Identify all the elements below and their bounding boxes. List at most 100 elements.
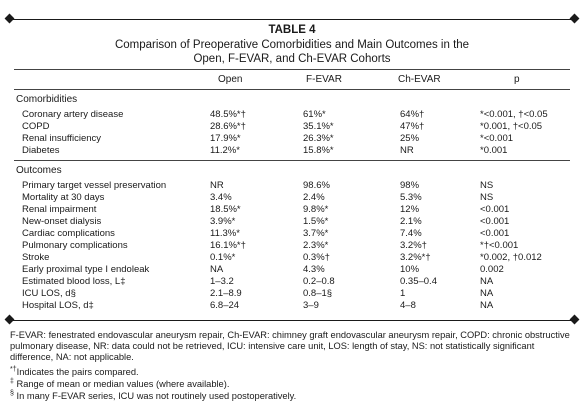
- cell-p: NA: [480, 288, 494, 299]
- cell-open: 1–3.2: [210, 276, 234, 287]
- cell-open: 17.9%*: [210, 133, 241, 144]
- cell-open: 48.5%*†: [210, 109, 246, 120]
- bottom-border: [10, 320, 574, 321]
- cell-chevar: 4–8: [400, 300, 416, 311]
- footnote-text: In many F-EVAR series, ICU was not routi…: [16, 391, 297, 402]
- cell-chevar: 12%: [400, 204, 420, 215]
- cell-open: NR: [210, 180, 224, 191]
- cell-fevar: 0.3%†: [303, 252, 330, 263]
- cell-open: 28.6%*†: [210, 121, 246, 132]
- table-caption: Comparison of Preoperative Comorbidities…: [80, 39, 504, 66]
- footnote: ‡ Range of mean or median values (where …: [10, 378, 229, 389]
- row-label: Primary target vessel preservation: [22, 180, 167, 191]
- column-header-p: p: [514, 74, 520, 85]
- cell-chevar: 0.35–0.4: [400, 276, 437, 287]
- section-heading: Outcomes: [16, 165, 62, 176]
- row-label: Renal insufficiency: [22, 133, 102, 144]
- caption-line: Open, F-EVAR, and Ch-EVAR Cohorts: [193, 52, 391, 65]
- cell-p: NA: [480, 300, 494, 311]
- top-border: [10, 19, 574, 20]
- table-row: New-onset dialysis 3.9%* 1.5%* 2.1% <0.0…: [0, 216, 584, 227]
- cell-open: 3.4%: [210, 192, 232, 203]
- section-heading: Comorbidities: [16, 94, 78, 105]
- cell-fevar: 4.3%: [303, 264, 325, 275]
- row-label: Mortality at 30 days: [22, 192, 105, 203]
- cell-chevar: 3.2%*†: [400, 252, 431, 263]
- row-label: Estimated blood loss, L‡: [22, 276, 126, 287]
- table-row: Pulmonary complications 16.1%*† 2.3%* 3.…: [0, 240, 584, 251]
- cell-p: *0.002, †0.012: [480, 252, 542, 263]
- table-row: Stroke 0.1%* 0.3%† 3.2%*† *0.002, †0.012: [0, 252, 584, 263]
- cell-chevar: 2.1%: [400, 216, 422, 227]
- table-row: Renal impairment 18.5%* 9.8%* 12% <0.001: [0, 204, 584, 215]
- footnote: *†Indicates the pairs compared.: [10, 366, 139, 377]
- cell-open: 0.1%*: [210, 252, 236, 263]
- cell-open: 11.2%*: [210, 145, 240, 156]
- row-label: Coronary artery disease: [22, 109, 124, 120]
- footnote-text: Indicates the pairs compared.: [16, 367, 139, 378]
- column-header-chevar: Ch-EVAR: [398, 74, 441, 85]
- cell-fevar: 15.8%*: [303, 145, 334, 156]
- cell-fevar: 26.3%*: [303, 133, 334, 144]
- cell-chevar: 7.4%: [400, 228, 422, 239]
- caption-line: Comparison of Preoperative Comorbidities…: [114, 39, 470, 51]
- diamond-marker-icon: [569, 13, 580, 24]
- cell-fevar: 35.1%*: [303, 121, 334, 132]
- column-header-fevar: F-EVAR: [306, 74, 342, 85]
- cell-open: 2.1–8.9: [210, 288, 242, 299]
- table-row: Estimated blood loss, L‡ 1–3.2 0.2–0.8 0…: [0, 276, 584, 287]
- cell-chevar: 1: [400, 288, 406, 299]
- section-divider: [14, 160, 570, 161]
- table-row: Primary target vessel preservation NR 98…: [0, 180, 584, 191]
- cell-p: *0.001: [480, 145, 508, 156]
- cell-fevar: 0.8–1§: [303, 288, 333, 299]
- cell-p: <0.001: [480, 204, 510, 215]
- cell-p: <0.001: [480, 216, 510, 227]
- cell-chevar: 25%: [400, 133, 420, 144]
- table-row: Coronary artery disease 48.5%*† 61%* 64%…: [0, 109, 584, 120]
- cell-p: *†<0.001: [480, 240, 519, 251]
- table-row: COPD 28.6%*† 35.1%* 47%† *0.001, †<0.05: [0, 121, 584, 132]
- diamond-marker-icon: [4, 13, 15, 24]
- header-top-rule: [14, 69, 570, 70]
- table-row: ICU LOS, d§ 2.1–8.9 0.8–1§ 1 NA: [0, 288, 584, 299]
- cell-open: 18.5%*: [210, 204, 241, 215]
- header-bottom-rule: [14, 89, 570, 90]
- cell-chevar: 5.3%: [400, 192, 422, 203]
- table-row: Diabetes 11.2%* 15.8%* NR *0.001: [0, 145, 584, 156]
- row-label: Renal impairment: [22, 204, 97, 215]
- table-row: Renal insufficiency 17.9%* 26.3%* 25% *<…: [0, 133, 584, 144]
- cell-p: NS: [480, 180, 494, 191]
- table-label: TABLE 4: [268, 24, 316, 36]
- table-row: Early proximal type I endoleak NA 4.3% 1…: [0, 264, 584, 275]
- row-label: ICU LOS, d§: [22, 288, 76, 299]
- column-header-open: Open: [218, 74, 243, 85]
- cell-chevar: 10%: [400, 264, 420, 275]
- row-label: Hospital LOS, d‡: [22, 300, 94, 311]
- cell-p: NA: [480, 276, 494, 287]
- cell-open: NA: [210, 264, 224, 275]
- footnote-symbol: §: [10, 390, 14, 397]
- cell-fevar: 3.7%*: [303, 228, 329, 239]
- cell-fevar: 61%*: [303, 109, 326, 120]
- abbreviations-footnote: F-EVAR: fenestrated endovascular aneurys…: [10, 330, 570, 363]
- cell-chevar: 98%: [400, 180, 420, 191]
- cell-open: 16.1%*†: [210, 240, 246, 251]
- footnote-text: Range of mean or median values (where av…: [16, 379, 230, 390]
- cell-chevar: 64%†: [400, 109, 425, 120]
- footnote-symbol: *†: [10, 366, 17, 373]
- row-label: Stroke: [22, 252, 50, 263]
- cell-fevar: 2.4%: [303, 192, 325, 203]
- cell-fevar: 3–9: [303, 300, 319, 311]
- cell-chevar: 3.2%†: [400, 240, 427, 251]
- diamond-marker-icon: [569, 314, 580, 325]
- table-row: Mortality at 30 days 3.4% 2.4% 5.3% NS: [0, 192, 584, 203]
- cell-fevar: 1.5%*: [303, 216, 329, 227]
- row-label: Diabetes: [22, 145, 60, 156]
- cell-fevar: 9.8%*: [303, 204, 329, 215]
- table-row: Hospital LOS, d‡ 6.8–24 3–9 4–8 NA: [0, 300, 584, 311]
- table-row: Cardiac complications 11.3%* 3.7%* 7.4% …: [0, 228, 584, 239]
- cell-open: 3.9%*: [210, 216, 236, 227]
- cell-p: <0.001: [480, 228, 510, 239]
- cell-p: *<0.001, †<0.05: [480, 109, 548, 120]
